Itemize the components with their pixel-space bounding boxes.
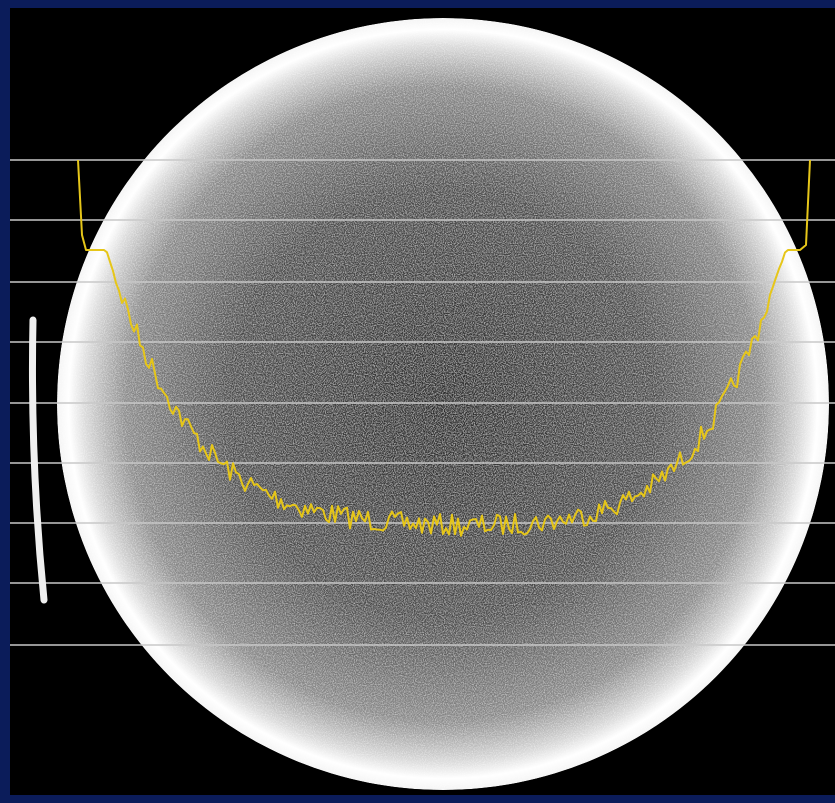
row-lines xyxy=(10,159,835,646)
side-marker xyxy=(28,316,48,604)
intensity-profile xyxy=(77,159,811,537)
